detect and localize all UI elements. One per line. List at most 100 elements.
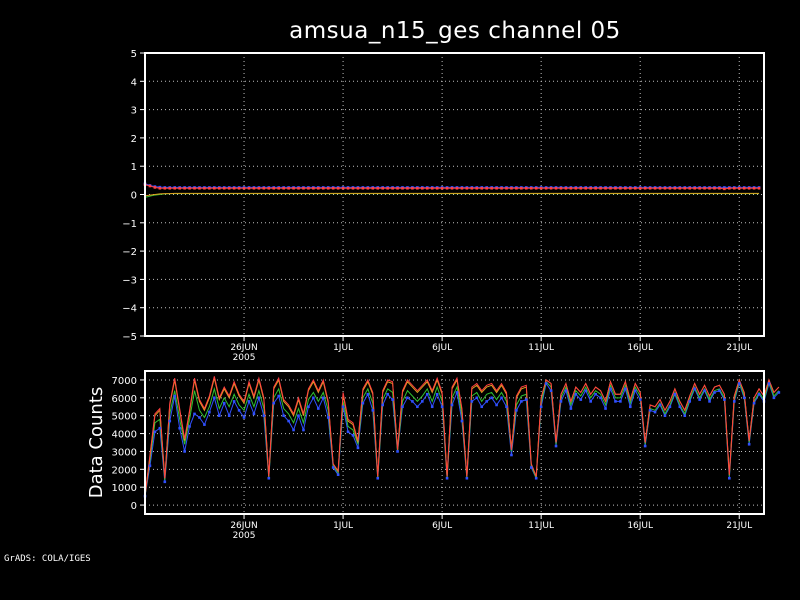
data-point xyxy=(455,391,459,394)
data-point xyxy=(262,186,266,190)
data-point xyxy=(683,414,687,417)
y-tick-label: 4 xyxy=(131,77,137,88)
data-point xyxy=(168,186,172,190)
data-point xyxy=(643,186,647,190)
data-point xyxy=(624,186,627,190)
plot-frame xyxy=(144,370,765,515)
data-point xyxy=(460,186,464,190)
data-point xyxy=(193,412,196,416)
x-tick-label: 6JUL xyxy=(432,343,452,353)
data-point xyxy=(425,392,429,396)
data-point xyxy=(277,186,281,190)
data-point xyxy=(148,464,152,468)
data-point xyxy=(668,405,672,409)
data-point xyxy=(688,400,692,403)
data-point xyxy=(465,186,469,190)
data-point xyxy=(742,186,746,190)
data-point xyxy=(381,403,384,407)
data-point xyxy=(619,400,622,403)
data-point xyxy=(336,473,340,476)
data-point xyxy=(490,396,493,400)
data-point xyxy=(485,400,488,403)
data-point xyxy=(302,186,305,190)
data-point xyxy=(752,401,756,405)
data-point xyxy=(198,416,201,419)
data-point xyxy=(569,407,573,410)
data-point xyxy=(584,186,588,190)
data-point xyxy=(445,476,449,480)
data-point xyxy=(455,186,459,190)
data-point xyxy=(173,394,177,398)
data-point xyxy=(257,396,261,400)
data-point xyxy=(747,186,751,190)
data-point xyxy=(658,186,662,190)
data-point xyxy=(559,400,563,403)
y-axis-label: Data Counts xyxy=(86,387,107,499)
data-point xyxy=(525,398,528,401)
data-point xyxy=(663,186,667,190)
data-point xyxy=(708,400,711,403)
data-point xyxy=(391,186,394,190)
data-point xyxy=(208,186,211,190)
data-point xyxy=(312,186,315,190)
y-tick-label: 4000 xyxy=(112,430,137,441)
data-point xyxy=(723,398,726,401)
data-point xyxy=(217,414,221,417)
data-point xyxy=(698,186,701,190)
data-point xyxy=(460,419,464,423)
data-point xyxy=(505,405,508,409)
data-point xyxy=(183,450,186,453)
data-point xyxy=(356,186,360,190)
data-point xyxy=(386,186,389,190)
data-point xyxy=(599,396,602,400)
x-tick-label: 11JUL xyxy=(528,343,554,353)
data-point xyxy=(336,186,340,190)
data-point xyxy=(638,398,642,401)
data-point xyxy=(307,405,310,409)
y-tick-label: −5 xyxy=(122,332,137,343)
data-point xyxy=(554,186,558,190)
data-point xyxy=(178,426,181,430)
data-point xyxy=(525,186,528,190)
data-point xyxy=(341,405,345,409)
data-point xyxy=(470,400,474,403)
data-point xyxy=(396,186,399,190)
x-tick-label: 21JUL xyxy=(726,343,752,353)
data-point xyxy=(728,186,731,190)
data-point xyxy=(549,186,553,190)
data-point xyxy=(628,186,632,190)
data-point xyxy=(737,382,741,385)
data-point xyxy=(267,186,271,190)
data-point xyxy=(282,186,285,190)
data-point xyxy=(247,400,251,403)
data-point xyxy=(465,476,469,480)
data-point xyxy=(633,186,637,190)
data-point xyxy=(272,186,276,190)
data-point xyxy=(683,186,687,190)
data-point xyxy=(520,186,523,190)
data-point xyxy=(440,405,444,409)
data-point xyxy=(208,410,211,414)
data-point xyxy=(317,186,320,190)
data-point xyxy=(203,186,206,190)
data-point xyxy=(331,186,335,190)
x-tick-label: 11JUL xyxy=(528,521,554,531)
series-line-orange xyxy=(144,192,760,197)
data-point xyxy=(406,396,409,400)
y-tick-label: 7000 xyxy=(112,376,137,387)
data-point xyxy=(262,414,266,417)
data-point xyxy=(574,392,578,396)
data-point xyxy=(416,405,419,409)
data-point xyxy=(653,410,657,414)
data-point xyxy=(703,389,706,392)
data-point xyxy=(737,186,741,190)
data-point xyxy=(539,186,543,190)
data-point xyxy=(668,186,672,190)
data-point xyxy=(297,186,300,190)
data-point xyxy=(698,398,701,401)
data-point xyxy=(510,453,513,457)
data-point xyxy=(391,398,394,401)
data-point xyxy=(614,400,617,403)
